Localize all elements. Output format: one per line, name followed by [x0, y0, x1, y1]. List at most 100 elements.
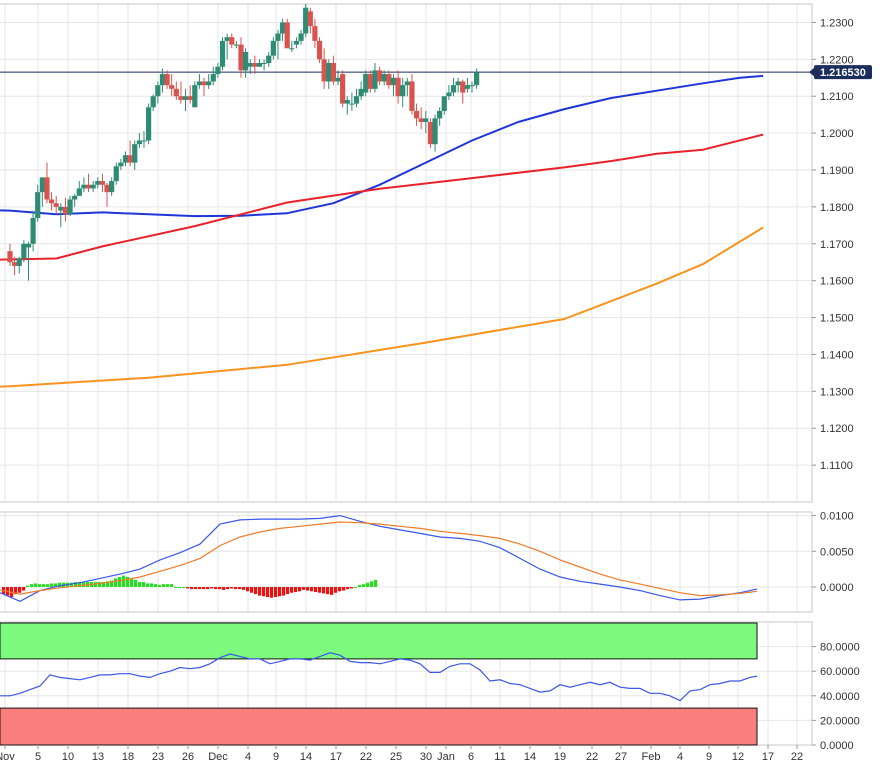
candle[interactable] [173, 81, 179, 100]
candle[interactable] [53, 195, 59, 215]
candle[interactable] [400, 77, 406, 108]
candle[interactable] [35, 184, 41, 222]
candle[interactable] [303, 4, 309, 38]
candle[interactable] [132, 140, 138, 170]
candle[interactable] [39, 177, 45, 207]
candle[interactable] [233, 40, 239, 49]
candle[interactable] [266, 51, 272, 67]
candle[interactable] [256, 59, 263, 67]
candle[interactable] [7, 243, 13, 266]
candle[interactable] [335, 70, 341, 86]
candle[interactable] [90, 181, 96, 193]
candle[interactable] [279, 18, 286, 41]
candle[interactable] [298, 29, 304, 45]
candle[interactable] [377, 66, 383, 86]
candle[interactable] [372, 63, 378, 93]
candle[interactable] [104, 182, 110, 207]
candle[interactable] [423, 110, 429, 134]
candle[interactable] [243, 48, 249, 78]
candle[interactable] [141, 131, 147, 148]
candle[interactable] [261, 59, 267, 71]
candle[interactable] [390, 74, 397, 97]
candle[interactable] [136, 133, 142, 148]
candle[interactable] [460, 79, 466, 104]
candle[interactable] [72, 193, 78, 207]
candle[interactable] [178, 81, 184, 104]
candle[interactable] [446, 85, 452, 100]
candle[interactable] [395, 70, 401, 104]
candle[interactable] [289, 40, 295, 52]
price-panel[interactable]: 1.216530 [0, 4, 872, 391]
candle[interactable] [358, 81, 364, 100]
candle[interactable] [21, 240, 27, 263]
candle[interactable] [187, 85, 193, 104]
candle[interactable] [363, 70, 369, 97]
candle[interactable] [25, 241, 32, 281]
candle[interactable] [316, 37, 323, 64]
candle[interactable] [455, 77, 461, 93]
candle[interactable] [219, 37, 226, 71]
candle[interactable] [353, 88, 360, 108]
candle[interactable] [344, 96, 350, 115]
candle[interactable] [113, 162, 119, 185]
candle[interactable] [409, 74, 415, 115]
candle[interactable] [118, 158, 124, 170]
candle[interactable] [150, 94, 156, 111]
candle[interactable] [81, 177, 87, 193]
candle[interactable] [381, 70, 387, 86]
candle[interactable] [30, 210, 36, 252]
candle[interactable] [182, 88, 189, 111]
candle[interactable] [109, 177, 115, 196]
candle[interactable] [340, 70, 346, 108]
macd-panel[interactable] [0, 514, 758, 602]
candle[interactable] [326, 59, 332, 89]
candle[interactable] [164, 70, 170, 89]
candle[interactable] [312, 18, 318, 49]
candle[interactable] [275, 29, 281, 60]
candle[interactable] [330, 55, 336, 86]
candle[interactable] [432, 114, 438, 152]
candle[interactable] [44, 162, 50, 204]
candle[interactable] [95, 177, 101, 189]
candle[interactable] [247, 59, 253, 75]
candle[interactable] [252, 55, 258, 75]
candle[interactable] [427, 118, 434, 148]
candle[interactable] [349, 92, 355, 111]
candle[interactable] [404, 77, 410, 97]
candle[interactable] [76, 181, 82, 196]
candle[interactable] [224, 33, 230, 60]
candle[interactable] [307, 7, 313, 34]
candle[interactable] [48, 192, 55, 211]
candle[interactable] [321, 48, 327, 89]
rsi-panel[interactable] [0, 622, 758, 746]
candle[interactable] [238, 37, 244, 78]
candle[interactable] [155, 81, 161, 104]
candle[interactable] [469, 81, 475, 93]
candle[interactable] [270, 37, 276, 60]
candle[interactable] [99, 173, 105, 193]
candle[interactable] [215, 63, 221, 78]
candle[interactable] [367, 70, 373, 93]
candle[interactable] [293, 37, 300, 49]
candle[interactable] [159, 68, 166, 93]
candle[interactable] [474, 68, 480, 89]
candle[interactable] [418, 107, 424, 130]
candle[interactable] [437, 107, 443, 126]
candle[interactable] [201, 77, 207, 97]
candle[interactable] [196, 74, 203, 89]
candle[interactable] [464, 77, 470, 93]
candle[interactable] [210, 66, 216, 86]
candle[interactable] [122, 151, 129, 167]
candle[interactable] [413, 103, 420, 126]
candle[interactable] [85, 173, 92, 193]
candle[interactable] [67, 195, 73, 217]
candle[interactable] [58, 203, 64, 228]
candle[interactable] [206, 74, 212, 89]
candle[interactable] [441, 96, 447, 115]
candle[interactable] [450, 77, 457, 97]
candle[interactable] [169, 74, 175, 97]
candle[interactable] [127, 140, 133, 167]
candle[interactable] [192, 81, 198, 108]
candle[interactable] [146, 103, 152, 145]
candle[interactable] [16, 256, 22, 274]
